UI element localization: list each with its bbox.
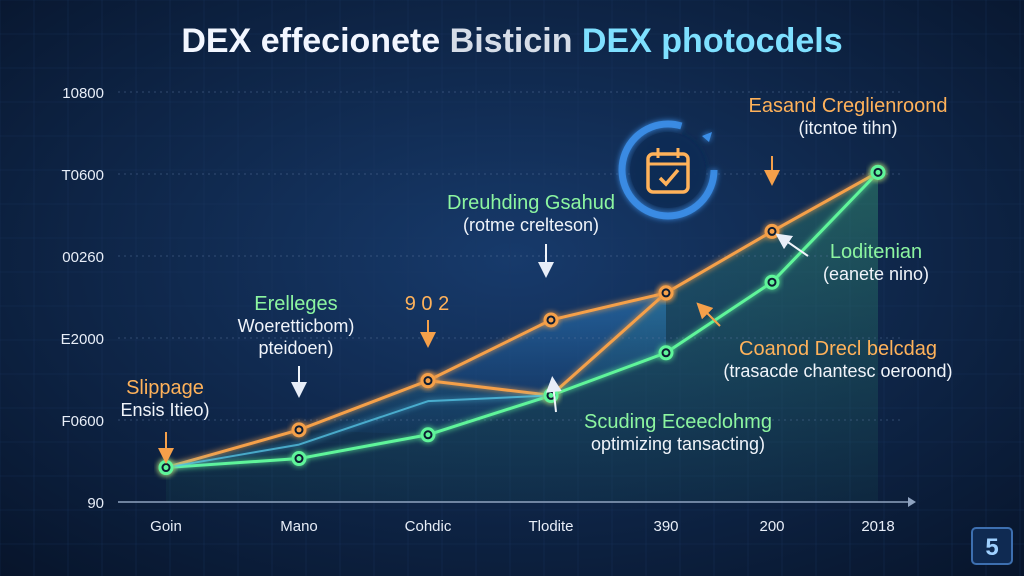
- annotation-label: Erelleges Woeretticbom) pteidoen): [238, 293, 355, 358]
- annotation-line: Loditenian: [830, 241, 922, 263]
- title-part-1: DEX effecionete: [181, 22, 449, 60]
- data-point-core-green: [875, 169, 881, 175]
- annotation-line: Erelleges: [254, 293, 337, 315]
- annotation-line: Scuding Eceeclohmg: [584, 411, 772, 433]
- annotation-label: Slippage Ensis Itieo): [120, 377, 209, 420]
- annotation-line: (trasacde chantesc oeroond): [723, 361, 952, 381]
- data-point-core-green: [296, 456, 302, 462]
- data-point-core-orange_upper: [425, 378, 431, 384]
- logo-text: 5: [985, 534, 998, 561]
- annotations: Slippage Ensis Itieo) Erelleges Woeretticbo…: [120, 95, 953, 464]
- annotation-line: pteidoen): [258, 338, 333, 358]
- x-tick-label: 200: [759, 518, 784, 535]
- data-point-core-green: [548, 392, 554, 398]
- x-tick-label: 390: [653, 518, 678, 535]
- y-tick-label: 90: [87, 495, 104, 512]
- annotation-label: Loditenian (eanete nino): [823, 241, 929, 284]
- data-point-core-green: [163, 465, 169, 471]
- title-part-3: DEX photocdels: [582, 22, 843, 60]
- chart-title: DEX effecionete Bisticin DEX photocdels: [181, 22, 842, 60]
- y-tick-label: 10800: [62, 85, 104, 102]
- annotation-line: Coanod Drecl belcdag: [739, 338, 937, 360]
- annotation-label: Easand Creglienroond (itcntoe tihn): [748, 95, 947, 138]
- annotation-label: Scuding Eceeclohmg optimizing tansacting): [584, 411, 772, 454]
- area-fills: [166, 172, 878, 503]
- y-tick-label: F0600: [61, 413, 104, 430]
- annotation-label: Coanod Drecl belcdag (trasacde chantesc o…: [723, 338, 952, 381]
- annotation-line: (rotme crelteson): [463, 215, 599, 235]
- x-tick-label: Mano: [280, 518, 318, 535]
- annotation-line: optimizing tansacting): [591, 434, 765, 454]
- data-point-core-orange: [296, 427, 302, 433]
- blue-area: [299, 292, 666, 435]
- data-point-core-orange_upper: [663, 290, 669, 296]
- axes: [118, 91, 916, 507]
- x-tick-label: Cohdic: [405, 518, 452, 535]
- green-area: [166, 172, 878, 503]
- y-tick-label: T0600: [61, 167, 104, 184]
- data-point-core-orange: [769, 228, 775, 234]
- annotation-line: (itcntoe tihn): [798, 118, 897, 138]
- title-part-2: Bisticin: [450, 22, 582, 60]
- x-tick-label: 2018: [861, 518, 894, 535]
- annotation-line: Ensis Itieo): [120, 400, 209, 420]
- x-tick-label: Tlodite: [528, 518, 573, 535]
- annotation-line: 9 0 2: [405, 293, 449, 315]
- data-point-core-orange_upper: [548, 317, 554, 323]
- data-point-core-green: [663, 350, 669, 356]
- annotation-line: Woeretticbom): [238, 316, 355, 336]
- annotation-label: 9 0 2: [405, 293, 449, 315]
- annotation-line: Easand Creglienroond: [748, 95, 947, 117]
- series-line-blue: [165, 394, 552, 469]
- corner-logo-icon: 5: [971, 527, 1013, 565]
- annotation-line: (eanete nino): [823, 264, 929, 284]
- x-axis-arrow: [908, 497, 916, 507]
- annotation-arrow: [545, 376, 562, 413]
- data-point-core-green: [425, 432, 431, 438]
- data-point-core-green: [769, 279, 775, 285]
- tick-labels: 90 F0600 E2000 00260 T0600 10800 Goin Mano Cohdi…: [61, 85, 895, 535]
- y-tick-label: E2000: [61, 331, 104, 348]
- y-tick-label: 00260: [62, 249, 104, 266]
- annotation-label: Dreuhding Gsahud (rotme crelteson): [447, 192, 615, 235]
- annotation-arrow: [775, 233, 809, 257]
- annotation-line: Dreuhding Gsahud: [447, 192, 615, 214]
- x-tick-label: Goin: [150, 518, 182, 535]
- annotation-arrow: [696, 302, 721, 327]
- calendar-check-icon: [646, 148, 690, 194]
- annotation-line: Slippage: [126, 377, 204, 399]
